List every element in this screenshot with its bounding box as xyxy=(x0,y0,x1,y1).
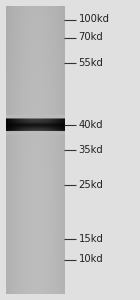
Text: 70kd: 70kd xyxy=(78,32,103,43)
Text: 55kd: 55kd xyxy=(78,58,103,68)
Text: 40kd: 40kd xyxy=(78,119,103,130)
Text: 35kd: 35kd xyxy=(78,145,103,155)
Text: 25kd: 25kd xyxy=(78,179,103,190)
Text: 100kd: 100kd xyxy=(78,14,109,25)
Text: 10kd: 10kd xyxy=(78,254,103,265)
Text: 15kd: 15kd xyxy=(78,233,103,244)
